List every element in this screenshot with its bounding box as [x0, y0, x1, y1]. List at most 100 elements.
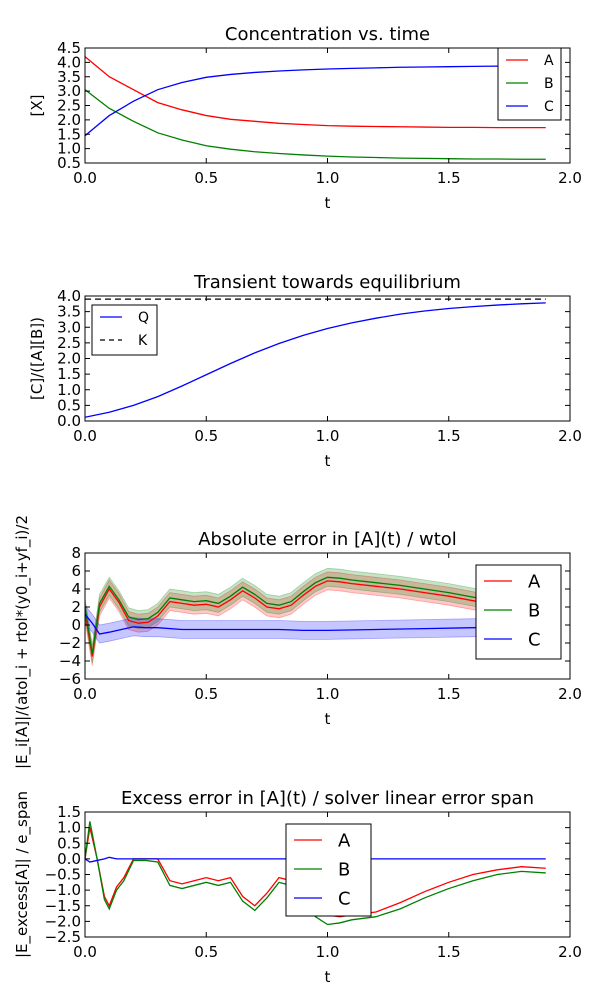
y-tick-label: 2.0 [57, 111, 81, 129]
y-tick-label: 3.5 [57, 303, 81, 321]
legend: ABC [285, 823, 372, 917]
x-tick-label: 1.5 [437, 169, 461, 187]
legend-label-C: C [528, 629, 541, 650]
series-line-A [85, 580, 546, 657]
legend-label-C: C [338, 888, 351, 909]
y-tick-label: −2.0 [45, 912, 81, 930]
y-tick-label: 0.5 [57, 396, 81, 414]
x-tick-label: 0.0 [73, 427, 97, 445]
y-tick-label: 0.0 [57, 412, 81, 430]
x-tick-label: 2.0 [558, 427, 582, 445]
x-tick-label: 1.5 [437, 943, 461, 961]
x-tick-label: 1.5 [437, 427, 461, 445]
y-tick-label: −1.5 [45, 897, 81, 915]
chart-title: Absolute error in [A](t) / wtol [198, 529, 457, 550]
legend-label-A: A [528, 571, 541, 592]
legend: ABC [475, 564, 562, 660]
y-tick-label: −2 [59, 634, 81, 652]
y-tick-label: 2.5 [57, 334, 81, 352]
plot-frame [84, 295, 571, 422]
x-tick-label: 1.0 [316, 427, 340, 445]
series-line-A [85, 827, 546, 918]
x-tick-label: 2.0 [558, 943, 582, 961]
y-tick-label: 1.5 [57, 365, 81, 383]
x-tick-label: 0.5 [194, 427, 218, 445]
y-tick-label: 2 [71, 598, 81, 616]
series-line-A [85, 56, 546, 129]
y-tick-label: 1.0 [57, 381, 81, 399]
y-tick-label: 3.0 [57, 318, 81, 336]
y-tick-label: −2.5 [45, 928, 81, 946]
legend-label-B: B [528, 600, 540, 621]
y-tick-label: −0.5 [45, 866, 81, 884]
legend-label-A: A [544, 53, 554, 69]
chart-3: Absolute error in [A](t) / wtol 0.0 0.5 1.0… [13, 515, 582, 769]
y-tick-label: −1.0 [45, 881, 81, 899]
y-tick-label: 2.0 [57, 350, 81, 368]
chart-4: Excess error in [A](t) / solver linear e… [13, 788, 582, 986]
x-tick-label: 1.0 [316, 685, 340, 703]
x-tick-label: 1.0 [316, 943, 340, 961]
y-axis-label: [X] [28, 95, 46, 117]
x-tick-label: 0.5 [194, 943, 218, 961]
series-line-C [85, 613, 546, 635]
plot-frame [84, 47, 571, 164]
legend-label-A: A [338, 830, 351, 851]
y-tick-label: 0.5 [57, 154, 81, 172]
chart-title: Transient towards equilibrium [193, 272, 461, 293]
legend-frame [91, 304, 158, 356]
y-tick-label: 0 [71, 616, 81, 634]
y-tick-label: 8 [71, 544, 81, 562]
y-axis-label: |E_i[A]|/(atol_i + rtol*(y0_i+yf_i)/2 [13, 515, 32, 769]
y-tick-label: 3.0 [57, 82, 81, 100]
y-tick-label: 3.5 [57, 68, 81, 86]
x-axis-label: t [325, 452, 331, 470]
legend-label-B: B [544, 76, 554, 92]
y-tick-label: 4.0 [57, 287, 81, 305]
x-axis-label: t [325, 968, 331, 986]
x-tick-label: 1.5 [437, 685, 461, 703]
y-tick-label: 4.5 [57, 39, 81, 57]
chart-title: Concentration vs. time [225, 24, 430, 45]
y-tick-label: 1.5 [57, 125, 81, 143]
plot-area [85, 56, 546, 160]
legend: ABC [497, 47, 562, 121]
series-line-C [85, 65, 546, 137]
y-tick-label: 0.5 [57, 834, 81, 852]
x-tick-label: 0.0 [73, 943, 97, 961]
chart-title: Excess error in [A](t) / solver linear e… [121, 788, 534, 809]
y-tick-label: −6 [59, 670, 81, 688]
x-axis-label: t [325, 710, 331, 728]
y-tick-label: 6 [71, 562, 81, 580]
y-axis-label: [C]/([A][B]) [28, 317, 46, 400]
legend-label-B: B [338, 859, 350, 880]
legend-label-C: C [544, 99, 554, 115]
x-tick-label: 0.0 [73, 685, 97, 703]
y-tick-label: 1.0 [57, 819, 81, 837]
series-line-B [85, 821, 546, 926]
legend-label-Q: Q [138, 310, 149, 326]
y-tick-label: 2.5 [57, 97, 81, 115]
legend-frame [285, 823, 372, 917]
x-tick-label: 0.5 [194, 685, 218, 703]
y-tick-label: 0.0 [57, 850, 81, 868]
y-tick-label: −4 [59, 652, 81, 670]
y-tick-label: 4.0 [57, 53, 81, 71]
x-tick-label: 0.0 [73, 169, 97, 187]
x-axis-label: t [325, 194, 331, 212]
y-axis-label: |E_excess[A]| / e_span [13, 791, 32, 958]
y-tick-label: 1.5 [57, 803, 81, 821]
legend: QK [91, 304, 158, 356]
y-tick-label: 4 [71, 580, 81, 598]
plot-area [85, 298, 546, 418]
series-line-B [85, 89, 546, 160]
x-tick-label: 2.0 [558, 169, 582, 187]
series-line-Q [85, 302, 546, 418]
x-tick-label: 0.5 [194, 169, 218, 187]
legend-frame [475, 564, 562, 660]
series-line-B [85, 576, 546, 654]
x-tick-label: 1.0 [316, 169, 340, 187]
